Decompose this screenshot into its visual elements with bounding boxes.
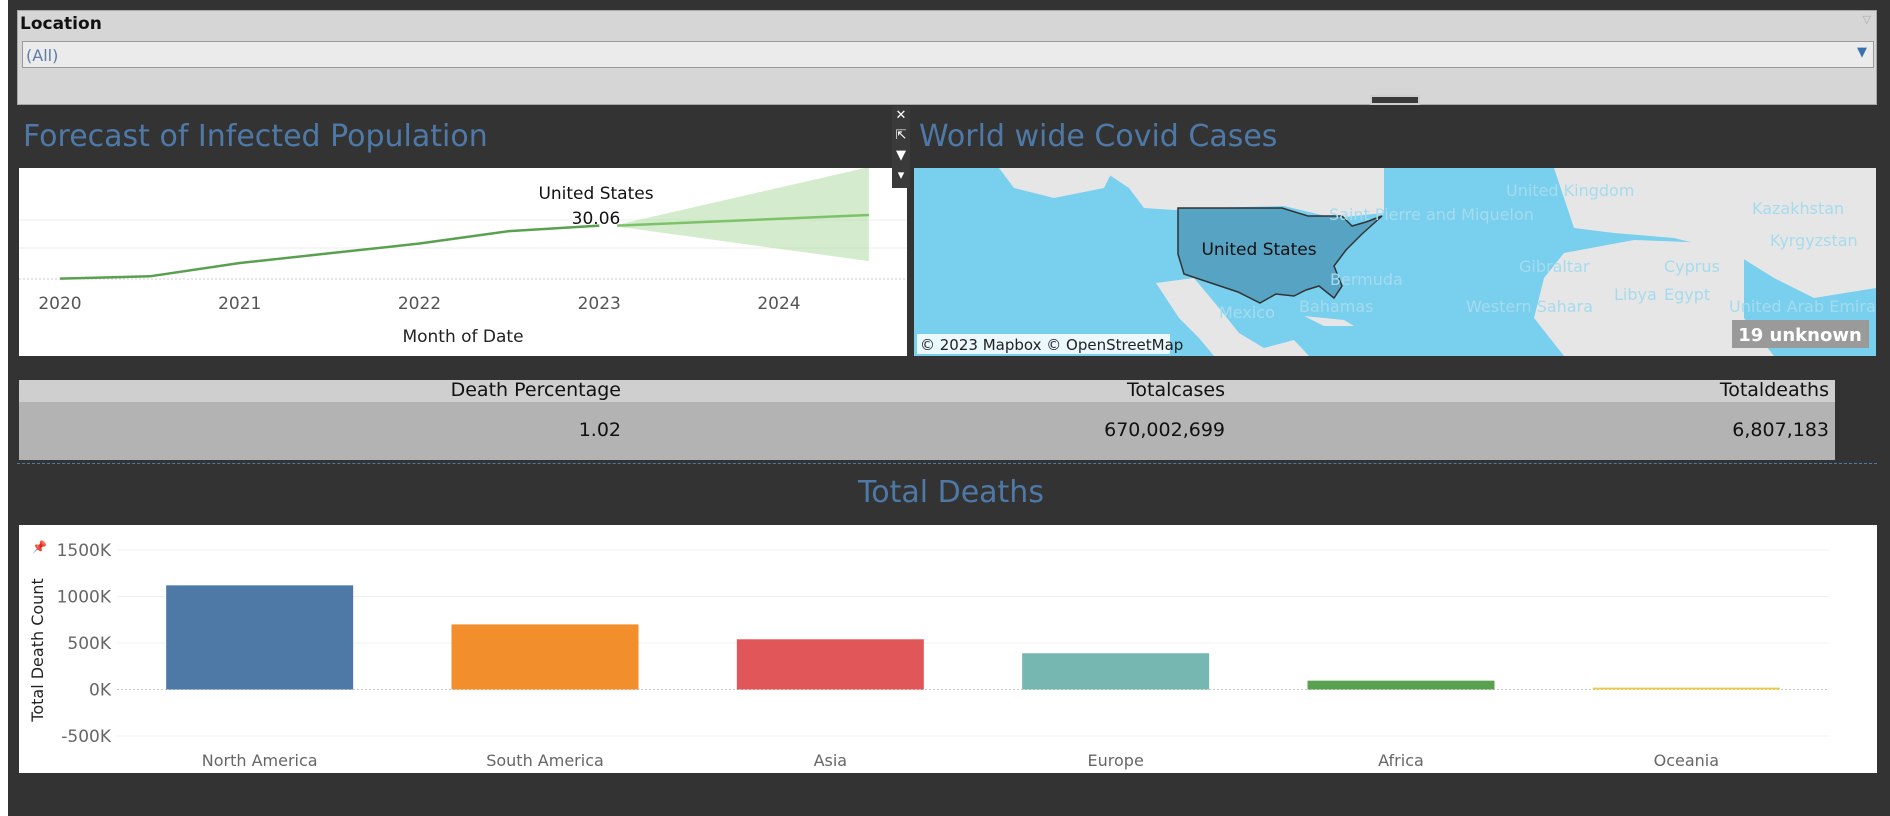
deaths-ytick: 1500K — [57, 541, 112, 561]
pin-icon[interactable]: 📌 — [32, 539, 47, 554]
place-label: Cyprus — [1664, 257, 1720, 276]
filter-icon[interactable]: ▼ — [896, 148, 906, 163]
bar-south-america[interactable] — [451, 624, 639, 690]
forecast-projection-line[interactable] — [617, 213, 869, 227]
category-label: Asia — [814, 751, 848, 770]
more-options-icon[interactable]: ▾ — [897, 168, 905, 183]
tooltip-value: 30.06 — [572, 209, 621, 229]
map-highlight-label: United States — [1201, 240, 1316, 260]
africa-landmass — [1534, 240, 1774, 356]
place-label: Libya — [1614, 285, 1657, 304]
location-select[interactable]: (All) ▼ — [22, 41, 1874, 68]
greenland-landmass — [999, 168, 1114, 198]
bar-asia[interactable] — [736, 639, 924, 690]
deaths-ytick: -500K — [61, 727, 112, 747]
bar-oceania[interactable] — [1592, 687, 1780, 690]
kpi-value-death-percentage: 1.02 — [578, 419, 621, 441]
place-label: Kazakhstan — [1752, 199, 1844, 218]
bar-north-america[interactable] — [166, 585, 354, 690]
unknown-badge[interactable]: 19 unknown — [1738, 325, 1862, 346]
deaths-ytick: 0K — [89, 681, 112, 701]
place-label: Western Sahara — [1466, 297, 1593, 316]
map-attribution[interactable]: © 2023 Mapbox © OpenStreetMap — [920, 336, 1183, 354]
map-place-labels: Saint Pierre and Miquelon Bermuda Bahama… — [1219, 181, 1876, 322]
bar-africa[interactable] — [1307, 680, 1495, 690]
kpi-table: Death Percentage Totalcases Totaldeaths … — [19, 379, 1835, 460]
forecast-title: Forecast of Infected Population — [23, 119, 488, 154]
unknown-badge-bg — [1732, 320, 1869, 348]
kpi-header-totalcases: Totalcases — [1127, 379, 1225, 401]
kpi-header-row — [19, 380, 1835, 402]
category-label: Europe — [1088, 751, 1144, 770]
deaths-ytick: 500K — [67, 634, 111, 654]
open-external-icon[interactable]: ⇱ — [895, 128, 907, 143]
place-label: Gibraltar — [1519, 257, 1590, 276]
cuba-landmass — [1304, 316, 1354, 326]
category-label: Africa — [1378, 751, 1424, 770]
attribution-bg — [917, 334, 1170, 354]
forecast-chart[interactable]: United States 30.06 2020 2021 2022 2023 2024… — [19, 167, 907, 356]
forecast-actual-line[interactable] — [59, 224, 600, 280]
place-label: Saint Pierre and Miquelon — [1329, 205, 1534, 224]
deaths-ytick: 1000K — [57, 588, 112, 608]
map-title: World wide Covid Cases — [919, 119, 1278, 154]
forecast-xlabel: Month of Date — [402, 327, 523, 347]
canada-landmass — [1099, 168, 1384, 218]
forecast-year-tick: 2024 — [757, 294, 800, 314]
forecast-year-tick: 2020 — [38, 294, 81, 314]
forecast-year-tick: 2023 — [578, 294, 621, 314]
place-label: Mexico — [1219, 303, 1275, 322]
kpi-header-totaldeaths: Totaldeaths — [1719, 379, 1829, 401]
filter-title: Location — [20, 14, 102, 34]
deaths-svg: Total Death Count 📌 1500K 1000K 500K 0K -500… — [28, 539, 1829, 770]
deaths-title: Total Deaths — [858, 475, 1044, 510]
kpi-value-totalcases: 670,002,699 — [1104, 419, 1225, 441]
category-label: Oceania — [1654, 751, 1719, 770]
mexico-landmass — [1156, 278, 1309, 356]
tooltip-location: United States — [538, 184, 653, 204]
place-label: Egypt — [1664, 285, 1710, 304]
map-svg: United States Saint Pierre and Miquelon … — [917, 168, 1876, 356]
forecast-year-tick: 2022 — [398, 294, 441, 314]
filter-menu-icon[interactable]: ▽ — [1862, 13, 1871, 26]
place-label: United Arab Emirates — [1729, 297, 1876, 316]
close-icon[interactable]: ✕ — [895, 108, 907, 123]
place-label: Bahamas — [1299, 297, 1373, 316]
chart-toolbar: ✕ ⇱ ▼ ▾ — [892, 106, 910, 188]
forecast-svg: United States 30.06 2020 2021 2022 2023 2024… — [19, 167, 907, 347]
bar-europe[interactable] — [1022, 653, 1210, 690]
category-label: North America — [202, 751, 318, 770]
europe-landmass — [1554, 168, 1876, 298]
category-label: South America — [486, 751, 604, 770]
location-select-value: (All) — [26, 46, 59, 65]
deaths-chart[interactable]: Total Death Count 📌 1500K 1000K 500K 0K -500… — [19, 525, 1877, 773]
deaths-ylabel: Total Death Count — [28, 578, 47, 722]
forecast-year-tick: 2021 — [218, 294, 261, 314]
place-label: United Kingdom — [1506, 181, 1634, 200]
place-label: Bermuda — [1330, 270, 1403, 289]
kpi-value-totaldeaths: 6,807,183 — [1732, 419, 1829, 441]
section-divider — [17, 463, 1877, 464]
location-filter: Location ▽ (All) ▼ — [17, 10, 1877, 105]
kpi-header-death-percentage: Death Percentage — [450, 379, 621, 401]
world-map[interactable]: United States Saint Pierre and Miquelon … — [914, 168, 1876, 356]
chevron-down-icon[interactable]: ▼ — [1857, 45, 1867, 60]
forecast-band — [617, 167, 869, 262]
resize-handle[interactable] — [1370, 95, 1420, 105]
place-label: Kyrgyzstan — [1770, 231, 1858, 250]
usa-shape[interactable] — [1177, 207, 1383, 304]
